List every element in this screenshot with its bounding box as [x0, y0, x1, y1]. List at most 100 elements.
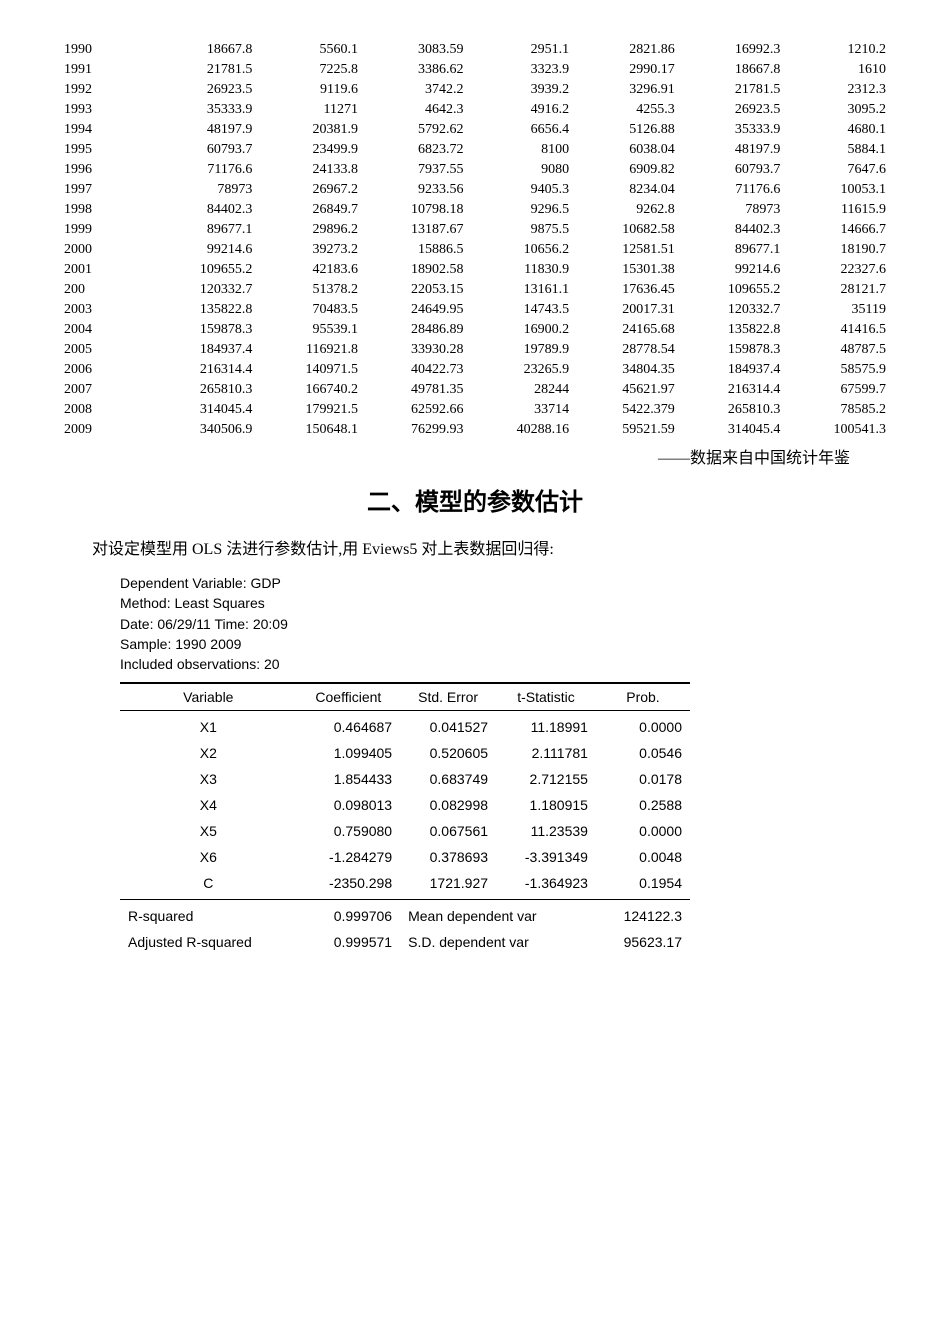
regression-row: X6-1.2842790.378693-3.3913490.0048 [120, 844, 690, 870]
table-row: 2004159878.395539.128486.8916900.224165.… [60, 320, 890, 340]
table-cell: 135822.8 [679, 320, 785, 340]
source-note: ——数据来自中国统计年鉴 [60, 444, 850, 468]
regression-cell: 0.041527 [400, 711, 496, 741]
table-row: 199121781.57225.83386.623323.92990.17186… [60, 60, 890, 80]
table-cell: 18902.58 [362, 260, 468, 280]
table-cell: 5422.379 [573, 400, 679, 420]
table-cell: 2951.1 [468, 40, 574, 60]
regression-cell: X5 [120, 818, 297, 844]
table-cell: 3083.59 [362, 40, 468, 60]
table-cell: 2004 [60, 320, 151, 340]
regression-row: X40.0980130.0829981.1809150.2588 [120, 792, 690, 818]
table-cell: 1995 [60, 140, 151, 160]
table-cell: 42183.6 [256, 260, 362, 280]
table-cell: 45621.97 [573, 380, 679, 400]
table-cell: 3323.9 [468, 60, 574, 80]
regression-row: C-2350.2981721.927-1.3649230.1954 [120, 870, 690, 900]
table-cell: 159878.3 [151, 320, 257, 340]
table-cell: 2003 [60, 300, 151, 320]
table-cell: 99214.6 [151, 240, 257, 260]
table-cell: 2007 [60, 380, 151, 400]
table-cell: 216314.4 [679, 380, 785, 400]
table-cell: 179921.5 [256, 400, 362, 420]
table-cell: 22053.15 [362, 280, 468, 300]
table-cell: 1998 [60, 200, 151, 220]
table-cell: 5126.88 [573, 120, 679, 140]
regression-header-cell: Prob. [596, 683, 690, 711]
table-cell: 58575.9 [784, 360, 890, 380]
regression-cell: 0.0000 [596, 818, 690, 844]
table-cell: 29896.2 [256, 220, 362, 240]
table-cell: 100541.3 [784, 420, 890, 440]
table-cell: 1994 [60, 120, 151, 140]
regression-cell: 11.23539 [496, 818, 596, 844]
table-cell: 21781.5 [151, 60, 257, 80]
stat-label: Adjusted R-squared [120, 929, 297, 955]
table-row: 199018667.85560.13083.592951.12821.86169… [60, 40, 890, 60]
table-cell: 9119.6 [256, 80, 362, 100]
table-cell: 33930.28 [362, 340, 468, 360]
regression-row: X50.7590800.06756111.235390.0000 [120, 818, 690, 844]
table-cell: 6823.72 [362, 140, 468, 160]
table-cell: 26923.5 [679, 100, 785, 120]
table-row: 199448197.920381.95792.626656.45126.8835… [60, 120, 890, 140]
regression-header-cell: Variable [120, 683, 297, 711]
regression-metadata: Dependent Variable: GDPMethod: Least Squ… [120, 573, 890, 674]
table-cell: 35333.9 [151, 100, 257, 120]
regression-cell: X6 [120, 844, 297, 870]
regression-cell: X3 [120, 766, 297, 792]
table-cell: 2001 [60, 260, 151, 280]
regression-cell: 0.082998 [400, 792, 496, 818]
table-cell: 28778.54 [573, 340, 679, 360]
regression-table: VariableCoefficientStd. Errort-Statistic… [120, 682, 690, 955]
table-cell: 150648.1 [256, 420, 362, 440]
regression-row: X10.4646870.04152711.189910.0000 [120, 711, 690, 741]
table-cell: 8234.04 [573, 180, 679, 200]
table-cell: 76299.93 [362, 420, 468, 440]
table-row: 200099214.639273.215886.510656.212581.51… [60, 240, 890, 260]
table-row: 2009340506.9150648.176299.9340288.165952… [60, 420, 890, 440]
table-cell: 13187.67 [362, 220, 468, 240]
table-cell: 78973 [151, 180, 257, 200]
table-cell: 9875.5 [468, 220, 574, 240]
table-cell: 39273.2 [256, 240, 362, 260]
table-cell: 17636.45 [573, 280, 679, 300]
table-cell: 24165.68 [573, 320, 679, 340]
regression-cell: 0.0546 [596, 740, 690, 766]
table-cell: 109655.2 [151, 260, 257, 280]
regression-cell: X4 [120, 792, 297, 818]
regression-meta-line: Date: 06/29/11 Time: 20:09 [120, 614, 890, 634]
regression-cell: -1.364923 [496, 870, 596, 900]
table-cell: 2990.17 [573, 60, 679, 80]
table-cell: 3095.2 [784, 100, 890, 120]
table-cell: 5884.1 [784, 140, 890, 160]
regression-cell: 0.098013 [297, 792, 401, 818]
table-cell: 2005 [60, 340, 151, 360]
table-cell: 4642.3 [362, 100, 468, 120]
table-cell: 71176.6 [679, 180, 785, 200]
regression-header-cell: Std. Error [400, 683, 496, 711]
table-cell: 340506.9 [151, 420, 257, 440]
table-cell: 14666.7 [784, 220, 890, 240]
table-cell: 184937.4 [679, 360, 785, 380]
table-row: 2007265810.3166740.249781.352824445621.9… [60, 380, 890, 400]
table-cell: 21781.5 [679, 80, 785, 100]
regression-cell: 0.520605 [400, 740, 496, 766]
regression-cell: 1.099405 [297, 740, 401, 766]
table-cell: 15301.38 [573, 260, 679, 280]
table-cell: 314045.4 [151, 400, 257, 420]
regression-cell: X1 [120, 711, 297, 741]
stat-value: 0.999571 [297, 929, 401, 955]
regression-cell: 0.1954 [596, 870, 690, 900]
table-cell: 16992.3 [679, 40, 785, 60]
table-cell: 159878.3 [679, 340, 785, 360]
table-cell: 7225.8 [256, 60, 362, 80]
table-cell: 48197.9 [151, 120, 257, 140]
table-cell: 10798.18 [362, 200, 468, 220]
regression-cell: 1721.927 [400, 870, 496, 900]
table-cell: 48787.5 [784, 340, 890, 360]
table-cell: 71176.6 [151, 160, 257, 180]
stat-label: S.D. dependent var [400, 929, 596, 955]
regression-cell: 2.111781 [496, 740, 596, 766]
table-cell: 62592.66 [362, 400, 468, 420]
